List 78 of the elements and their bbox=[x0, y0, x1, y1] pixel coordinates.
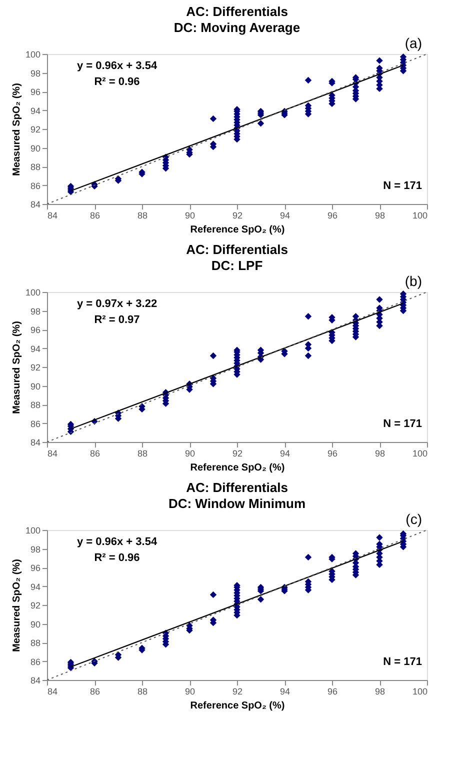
x-tick-label: 90 bbox=[184, 210, 196, 220]
x-tick-label: 92 bbox=[232, 448, 243, 458]
x-axis-title: Reference SpO₂ (%) bbox=[190, 700, 285, 712]
y-tick-label: 98 bbox=[30, 68, 40, 78]
x-tick-label: 90 bbox=[184, 686, 196, 696]
x-tick-label: 86 bbox=[90, 210, 100, 220]
y-tick-label: 88 bbox=[30, 638, 40, 648]
y-tick-label: 90 bbox=[30, 619, 40, 630]
x-tick-label: 86 bbox=[90, 686, 100, 696]
y-tick-label: 96 bbox=[30, 87, 40, 97]
x-tick-label: 92 bbox=[232, 686, 243, 696]
x-tick-label: 100 bbox=[412, 210, 428, 220]
annotation: N = 171 bbox=[383, 180, 422, 192]
x-tick-label: 84 bbox=[48, 210, 58, 220]
x-tick-label: 96 bbox=[327, 210, 338, 220]
y-tick-label: 98 bbox=[30, 306, 40, 316]
x-tick-label: 88 bbox=[137, 686, 148, 696]
y-tick-label: 98 bbox=[30, 544, 40, 554]
x-tick-label: 96 bbox=[327, 448, 338, 458]
x-tick-label: 98 bbox=[374, 210, 386, 220]
x-tick-label: 98 bbox=[374, 448, 386, 458]
x-tick-label: 94 bbox=[280, 210, 290, 220]
y-axis-title: Measured SpO₂ (%) bbox=[11, 321, 22, 414]
x-tick-label: 94 bbox=[280, 686, 290, 696]
y-axis-title: Measured SpO₂ (%) bbox=[11, 83, 22, 176]
annotation: y = 0.96x + 3.54 bbox=[76, 60, 158, 72]
x-tick-label: 98 bbox=[374, 686, 386, 696]
annotation: N = 171 bbox=[383, 418, 422, 430]
y-tick-label: 94 bbox=[30, 106, 40, 116]
y-axis-title: Measured SpO₂ (%) bbox=[11, 559, 22, 652]
y-tick-label: 100 bbox=[25, 50, 40, 60]
y-tick-label: 96 bbox=[30, 563, 40, 573]
x-tick-label: 94 bbox=[280, 448, 290, 458]
x-tick-label: 86 bbox=[90, 448, 100, 458]
chart-subtitle: DC: LPF bbox=[211, 258, 263, 273]
x-tick-label: 92 bbox=[232, 210, 243, 220]
annotation: N = 171 bbox=[383, 656, 422, 668]
annotation: R² = 0.96 bbox=[94, 76, 140, 88]
annotation: R² = 0.96 bbox=[94, 552, 140, 564]
y-tick-label: 86 bbox=[30, 418, 40, 429]
y-tick-label: 94 bbox=[30, 344, 40, 354]
text: (b) bbox=[404, 273, 422, 289]
chart-subtitle: DC: Moving Average bbox=[174, 20, 300, 35]
x-tick-label: 84 bbox=[48, 448, 58, 458]
y-tick-label: 88 bbox=[30, 162, 40, 172]
chart-title: AC: Differentials bbox=[186, 4, 288, 19]
y-tick-label: 100 bbox=[25, 288, 40, 298]
chart-subtitle: DC: Window Minimum bbox=[168, 496, 306, 511]
x-tick-label: 90 bbox=[184, 448, 196, 458]
y-tick-label: 88 bbox=[30, 400, 40, 410]
x-axis-title: Reference SpO₂ (%) bbox=[190, 462, 285, 474]
annotation: y = 0.96x + 3.54 bbox=[76, 536, 158, 548]
y-tick-label: 92 bbox=[30, 362, 40, 372]
y-tick-label: 86 bbox=[30, 656, 40, 667]
y-tick-label: 92 bbox=[30, 124, 40, 134]
text: (a) bbox=[404, 35, 422, 51]
y-tick-label: 96 bbox=[30, 325, 40, 335]
x-tick-label: 84 bbox=[48, 686, 58, 696]
x-tick-label: 100 bbox=[412, 686, 428, 696]
y-tick-label: 84 bbox=[30, 676, 40, 686]
y-tick-label: 90 bbox=[30, 143, 40, 154]
text: (c) bbox=[406, 511, 422, 527]
y-tick-label: 86 bbox=[30, 180, 40, 191]
y-tick-label: 84 bbox=[30, 438, 40, 448]
y-tick-label: 100 bbox=[25, 526, 40, 536]
y-tick-label: 92 bbox=[30, 600, 40, 610]
x-tick-label: 96 bbox=[327, 686, 338, 696]
x-tick-label: 88 bbox=[137, 210, 148, 220]
y-tick-label: 84 bbox=[30, 200, 40, 210]
chart-title: AC: Differentials bbox=[186, 480, 288, 495]
y-tick-label: 94 bbox=[30, 582, 40, 592]
x-tick-label: 88 bbox=[137, 448, 148, 458]
annotation: R² = 0.97 bbox=[94, 314, 140, 326]
chart-title: AC: Differentials bbox=[186, 242, 288, 257]
annotation: y = 0.97x + 3.22 bbox=[76, 298, 158, 310]
x-tick-label: 100 bbox=[412, 448, 428, 458]
x-axis-title: Reference SpO₂ (%) bbox=[190, 224, 285, 236]
y-tick-label: 90 bbox=[30, 381, 40, 392]
